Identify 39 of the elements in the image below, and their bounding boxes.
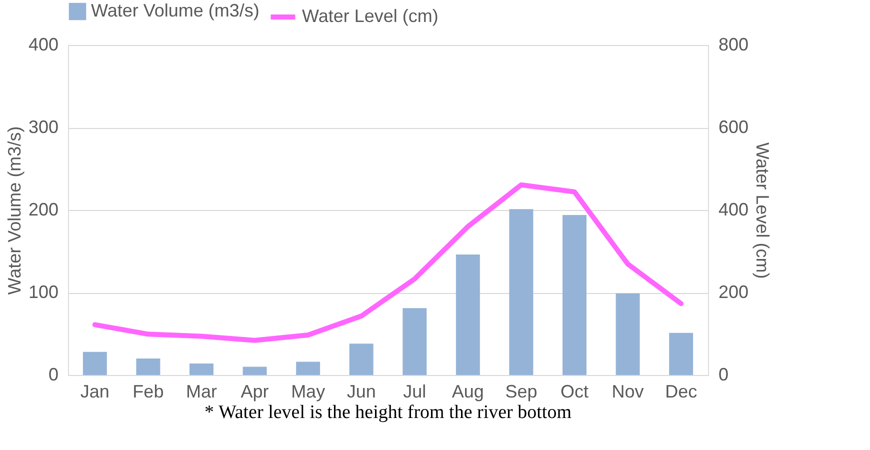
y2-tick-label: 400 [718, 200, 749, 220]
x-tick-label: Jan [80, 382, 110, 402]
bar [349, 344, 374, 375]
bar [190, 363, 214, 375]
text: * Water level is the height from the river bottom [204, 402, 572, 423]
y-tick-label: 100 [28, 282, 58, 302]
x-tick-label: Dec [665, 382, 698, 402]
y-axis-title: Water Volume (m3/s) [4, 126, 24, 295]
y-tick-label: 400 [28, 34, 58, 54]
bar [136, 358, 160, 375]
y2-tick-label: 800 [718, 34, 749, 54]
x-tick-label: Apr [240, 382, 269, 402]
x-tick-label: Jun [346, 382, 376, 402]
y2-tick-label: 200 [718, 282, 749, 302]
legend-label: Water Level (cm) [302, 6, 438, 26]
x-tick-label: Feb [132, 382, 164, 402]
x-tick-label: May [291, 382, 326, 402]
bar [562, 214, 586, 375]
x-tick-label: Nov [612, 382, 644, 402]
y-tick-label: 0 [48, 364, 58, 384]
y-tick-label: 200 [28, 200, 58, 220]
y2-axis-title: Water Level (cm) [752, 142, 773, 279]
bar [242, 366, 267, 375]
bar [296, 362, 320, 375]
bar [402, 308, 427, 375]
bar [456, 254, 480, 375]
y2-tick-label: 0 [718, 364, 729, 384]
x-tick-label: Mar [186, 382, 217, 402]
bar [82, 352, 107, 375]
x-tick-label: Oct [560, 382, 589, 402]
x-tick-label: Jul [403, 382, 426, 402]
y2-tick-label: 600 [718, 117, 749, 137]
bar [616, 293, 640, 375]
x-tick-label: Sep [505, 382, 538, 402]
bar [669, 332, 694, 375]
x-tick-label: Aug [452, 382, 484, 402]
y-tick-label: 300 [28, 117, 58, 137]
bar [509, 209, 534, 375]
legend-label: Water Volume (m3/s) [91, 0, 260, 20]
